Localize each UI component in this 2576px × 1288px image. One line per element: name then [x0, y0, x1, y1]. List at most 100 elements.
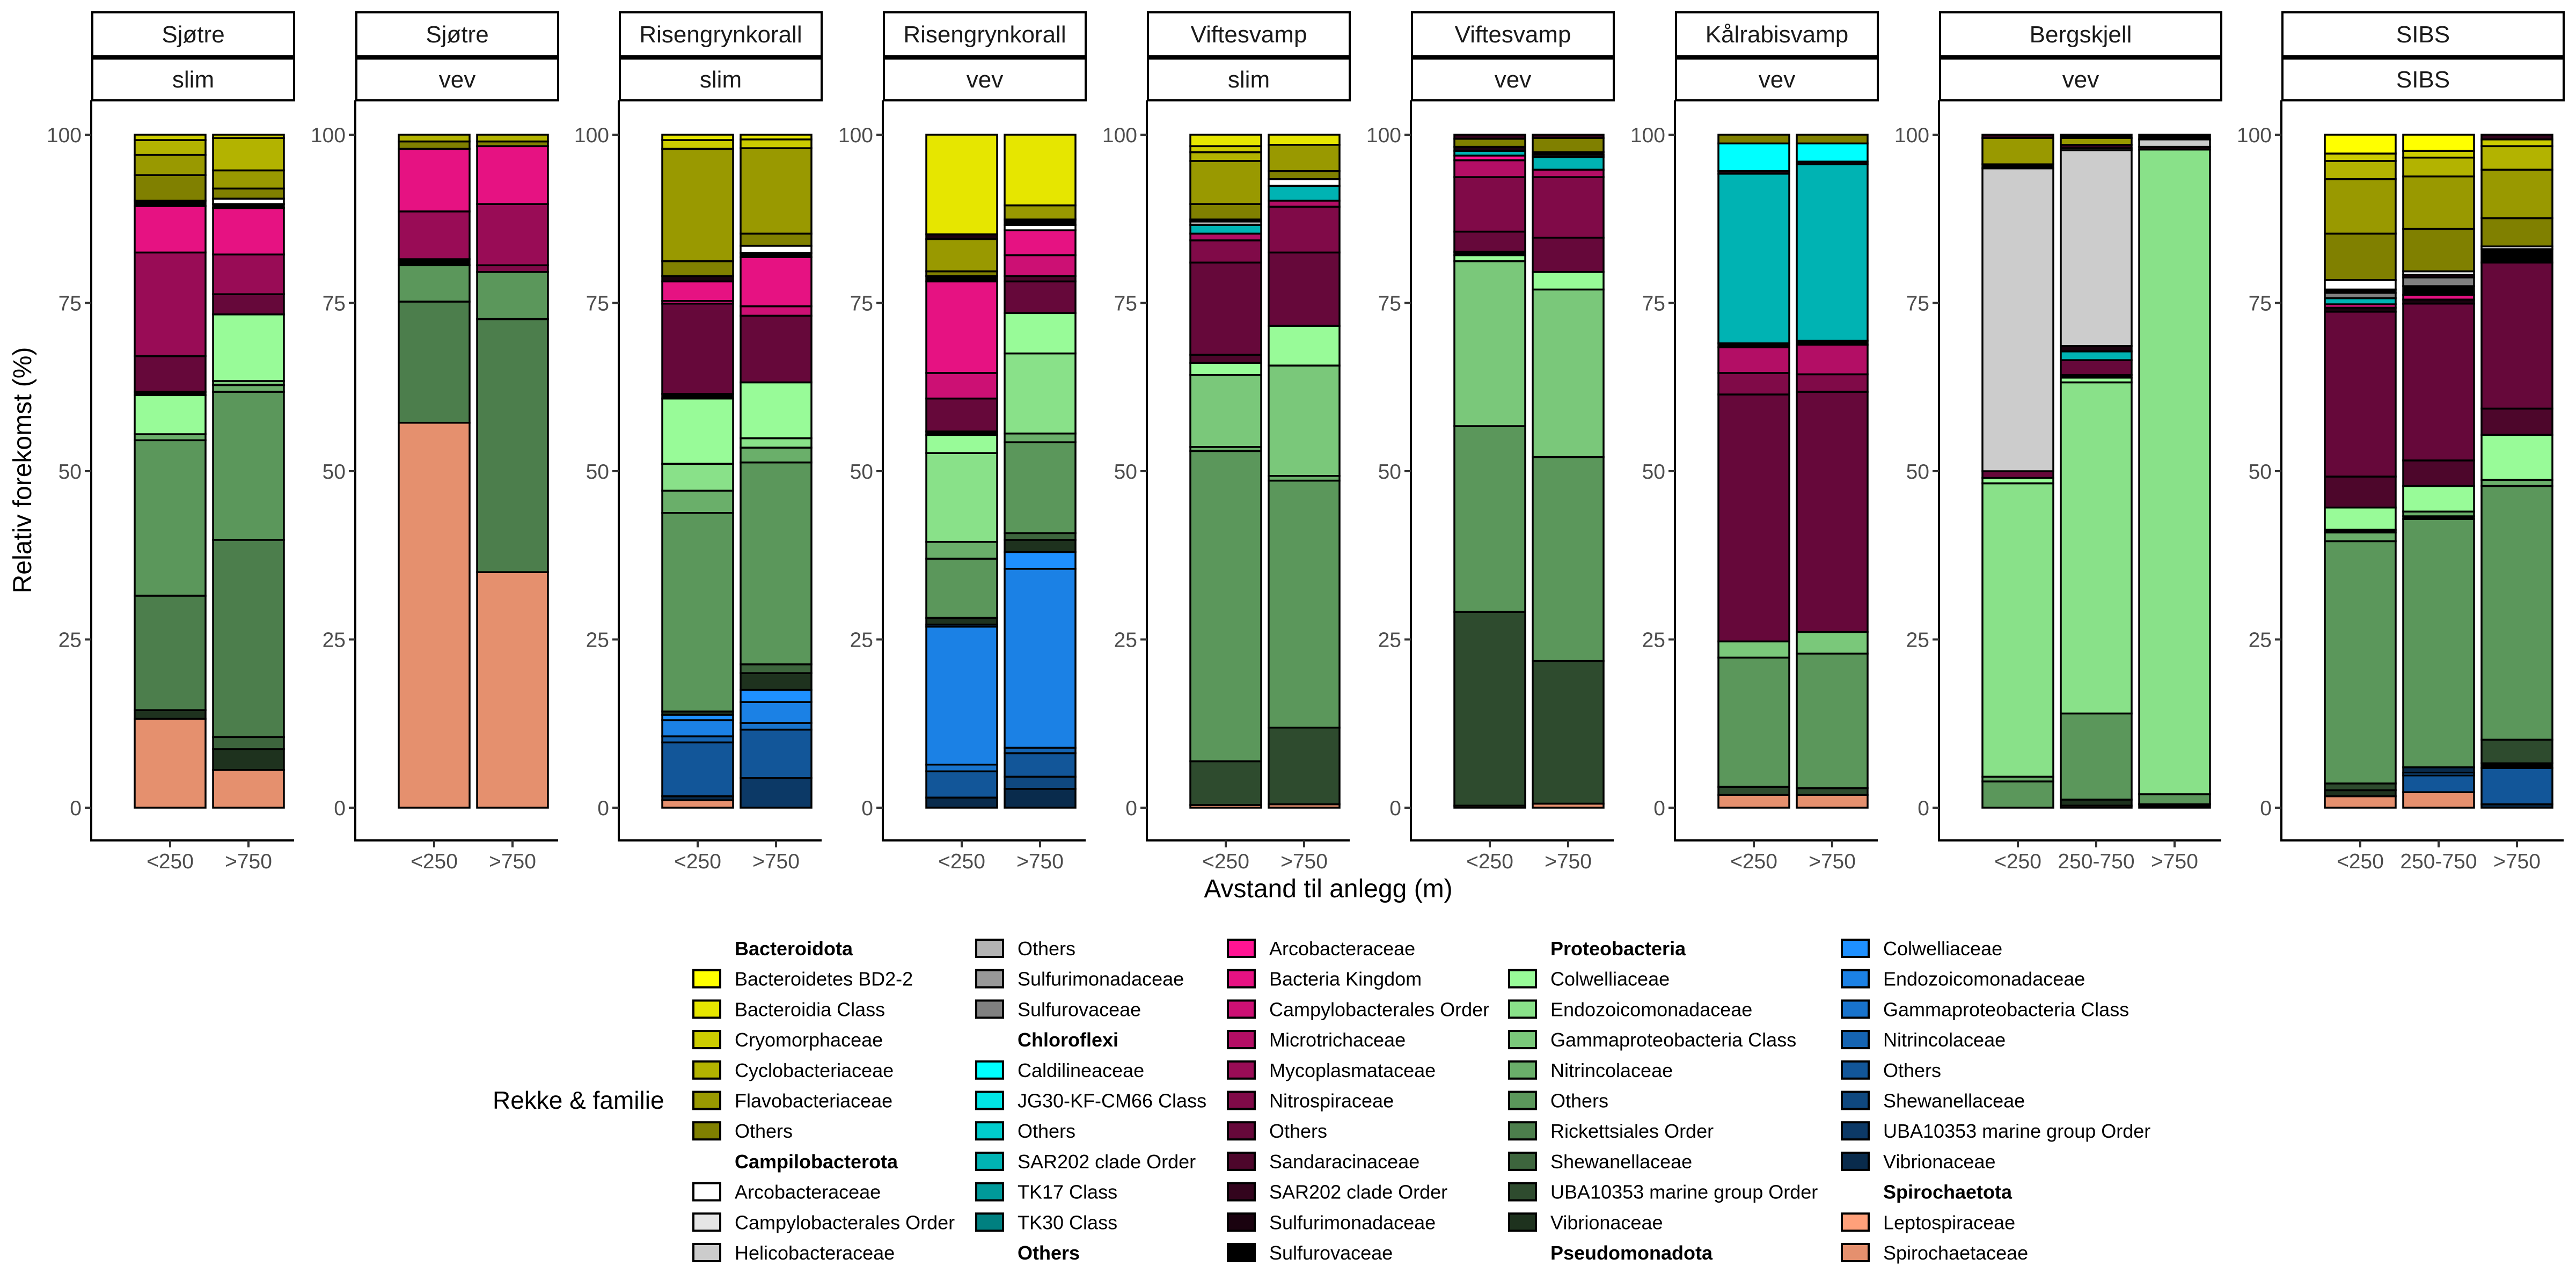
legend-item: Rickettsiales Order	[1508, 1120, 1714, 1142]
bar-segment	[1189, 354, 1262, 364]
x-tick-label: 250-750	[2400, 850, 2477, 873]
bar-segment	[1453, 159, 1526, 178]
legend-label: Colwelliaceae	[1550, 968, 1670, 990]
legend-label: Bacteroidetes BD2-2	[735, 968, 913, 990]
bar-segment	[134, 153, 207, 176]
legend-item: UBA10353 marine group Order	[1508, 1181, 1818, 1203]
bar-segment	[2480, 138, 2553, 148]
legend-label: Helicobacteraceae	[735, 1242, 895, 1264]
bar-segment	[134, 394, 207, 435]
legend-key-swatch	[1841, 999, 1870, 1019]
bar-segment	[740, 232, 813, 247]
legend-label: Rickettsiales Order	[1550, 1120, 1714, 1142]
strip-sample-type	[1147, 57, 1351, 101]
bar-segment	[1189, 239, 1262, 264]
strip-site	[355, 11, 559, 57]
bar-segment	[2480, 767, 2553, 806]
legend-item: Sulfurimonadaceae	[975, 968, 1184, 990]
bar-segment	[1796, 653, 1869, 789]
y-tick-label: 0	[1389, 797, 1401, 820]
y-tick-label: 50	[586, 460, 609, 484]
bar-segment	[661, 148, 734, 262]
legend-key-swatch	[1841, 1243, 1870, 1262]
bar-segment	[740, 689, 813, 703]
bar-segment	[925, 625, 998, 766]
legend-key-swatch	[1227, 1060, 1256, 1080]
bar-segment	[2480, 485, 2553, 741]
legend-label: Shewanellaceae	[1883, 1090, 2025, 1112]
bar-segment	[476, 203, 549, 267]
legend-label: Colwelliaceae	[1883, 938, 2002, 960]
legend-label: Arcobacteraceae	[735, 1181, 881, 1203]
legend-key-swatch	[1841, 1212, 1870, 1232]
x-tick-label: <250	[1202, 850, 1249, 873]
legend-item: Arcobacteraceae	[692, 1181, 881, 1203]
y-tick-label: 100	[47, 124, 82, 147]
strip-sample-type	[2281, 57, 2565, 101]
facet-panel: Bergskjell vev 0 25 50 75 100 <250 250-750 >750	[1894, 11, 2222, 873]
legend-key-swatch	[1508, 1212, 1537, 1232]
bar-segment	[661, 303, 734, 395]
bar-segment	[212, 169, 285, 190]
legend-label: Gammaproteobacteria Class	[1550, 1029, 1796, 1051]
bar-segment	[1532, 169, 1605, 178]
legend-item: Mycoplasmataceae	[1227, 1059, 1436, 1081]
y-tick-label: 50	[323, 460, 346, 484]
legend-key-swatch	[692, 1182, 721, 1202]
legend-item: Sulfurimonadaceae	[1227, 1211, 1436, 1233]
bar-segment	[2324, 134, 2397, 155]
bar-segment	[2060, 350, 2133, 361]
y-tick-label: 25	[1642, 629, 1665, 652]
bar-segment	[212, 748, 285, 771]
bar-segment	[1268, 170, 1341, 180]
bar-segment	[2324, 160, 2397, 180]
bar-segment	[1453, 260, 1526, 427]
bar-segment	[398, 134, 471, 143]
bar-segment	[1981, 167, 2054, 472]
bar-segment	[661, 280, 734, 302]
bar-segment	[1189, 760, 1262, 806]
bar-segment	[661, 139, 734, 150]
y-tick-label: 100	[1894, 124, 1929, 147]
bar-segment	[1453, 137, 1526, 148]
stacked-bar	[2060, 134, 2133, 809]
bar-segment	[1453, 134, 1526, 140]
legend-key-swatch	[1508, 1091, 1537, 1110]
legend-label: SAR202 clade Order	[1018, 1151, 1196, 1173]
bar-segment	[2402, 175, 2475, 230]
bar-segment	[2480, 738, 2553, 764]
strip-sample-type-label: vev	[1495, 67, 1531, 93]
x-tick-label: >750	[489, 850, 536, 873]
y-tick-label: 0	[2260, 797, 2272, 820]
bar-segment	[1532, 660, 1605, 805]
facet-panel: Risengrynkorall slim 0 25 50 75 100 <250 >750	[574, 11, 823, 873]
legend-key-swatch	[1508, 1121, 1537, 1141]
bar-segment	[2060, 134, 2133, 140]
facet-panel: SIBS SIBS 0 25 50 75 100 <250 250-750 >750	[2237, 11, 2565, 873]
strip-sample-type	[355, 57, 559, 101]
strip-site-label: Sjøtre	[426, 21, 488, 48]
bar-segment	[2480, 248, 2553, 264]
bar-segment	[476, 571, 549, 809]
bar-segment	[1717, 640, 1790, 659]
bar-segment	[1981, 137, 2054, 165]
x-tick-label: >750	[2493, 850, 2541, 873]
bar-segment	[1981, 134, 2054, 140]
legend-key-swatch	[1227, 1030, 1256, 1050]
legend-item: Campylobacterales Order	[1227, 998, 1489, 1020]
stacked-bar	[2480, 134, 2553, 809]
x-tick-label: <250	[147, 850, 194, 873]
legend-label: Endozoicomonadaceae	[1883, 968, 2085, 990]
legend-key-swatch	[1508, 1060, 1537, 1080]
bar-segment	[1532, 156, 1605, 171]
bar-segment	[2138, 138, 2211, 148]
y-tick-label: 75	[850, 292, 873, 316]
y-tick-label: 75	[586, 292, 609, 316]
strip-sample-type	[1675, 57, 1879, 101]
y-tick-label: 100	[1366, 124, 1401, 147]
legend-label: Nitrospiraceae	[1269, 1090, 1394, 1112]
legend-label: Campylobacterales Order	[735, 1211, 955, 1233]
legend-title: Rekke & familie	[493, 1086, 664, 1114]
facet-panel: Viftesvamp slim 0 25 50 75 100 <250 >750	[1102, 11, 1351, 873]
bar-segment	[1717, 372, 1790, 396]
